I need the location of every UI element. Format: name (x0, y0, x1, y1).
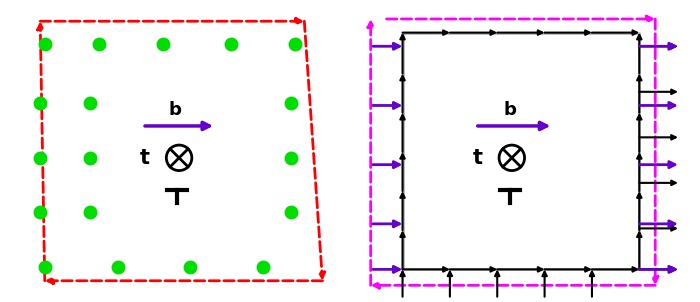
Text: t: t (140, 148, 150, 168)
Text: t: t (473, 148, 483, 168)
Text: b: b (168, 101, 181, 119)
Text: b: b (503, 101, 516, 119)
